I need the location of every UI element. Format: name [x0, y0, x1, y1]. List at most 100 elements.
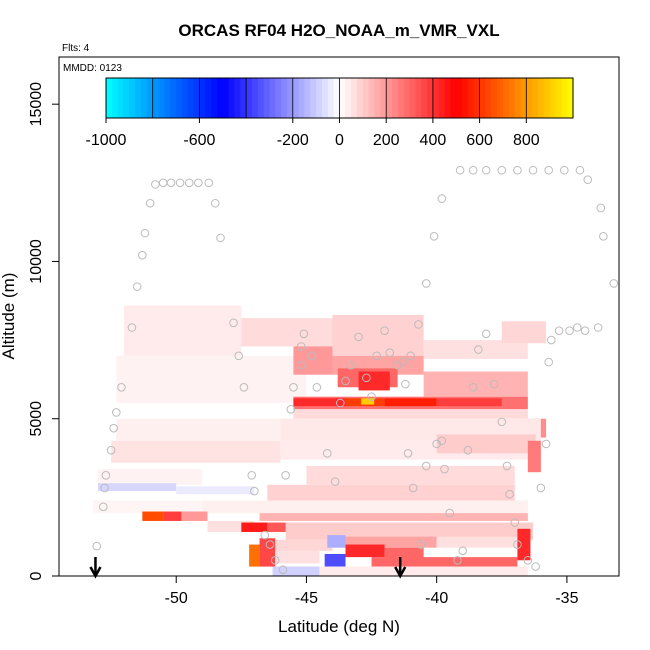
flight-track-point [468, 165, 478, 175]
colorbar-segment [345, 78, 352, 118]
colorbar-tick-label: 200 [373, 132, 400, 149]
flight-track-point [544, 357, 553, 367]
x-axis: -50 -45 -40 -35 [165, 576, 579, 607]
flight-track-point [132, 282, 142, 291]
colorbar-segment [193, 78, 200, 118]
flight-track-point [463, 445, 473, 455]
flight-track-point [536, 483, 546, 493]
flight-track-point [510, 518, 520, 527]
heatmap-cell [293, 409, 528, 419]
colorbar-segment [450, 78, 457, 118]
down-arrow-icon [89, 557, 102, 579]
colorbar-segment [333, 78, 341, 118]
flight-track-point [406, 351, 415, 361]
flight-track-point [474, 345, 483, 354]
heatmap-cell [293, 398, 346, 407]
flight-track-point [437, 436, 447, 446]
colorbar-segment [246, 78, 253, 118]
flight-track-point [541, 439, 551, 449]
colorbar-segment [339, 78, 346, 118]
flight-track-point [286, 404, 296, 414]
colorbar-segment [374, 78, 381, 118]
flight-track-point [458, 546, 468, 556]
flight-track-point [184, 178, 194, 188]
colorbar-segment [263, 78, 271, 118]
flight-track-point [307, 351, 316, 361]
colorbar-tick-label: 600 [466, 132, 493, 149]
flight-track-point [599, 231, 608, 241]
flight-track-point [362, 373, 371, 383]
colorbar-segment [421, 78, 428, 118]
colorbar-tick-label: -1000 [86, 132, 127, 149]
flight-track-point [151, 180, 160, 189]
heatmap-cell [176, 486, 255, 495]
flight-track-point [546, 335, 556, 345]
flight-track-point [398, 357, 408, 367]
colorbar-tick-label: -600 [183, 132, 215, 149]
flight-track-point [416, 540, 426, 549]
flight-track-point [346, 360, 356, 370]
colorbar-segment [158, 78, 165, 118]
colorbar-segment [462, 78, 469, 118]
heatmap-cell [384, 398, 437, 407]
colorbar-segment [117, 78, 125, 118]
heatmap-cell [332, 314, 424, 356]
colorbar-tick-label: 400 [420, 132, 447, 149]
flight-track-point [408, 483, 418, 493]
colorbar-segment [532, 78, 539, 118]
heatmap-cell [327, 535, 346, 548]
flight-track-point [216, 233, 225, 243]
heatmap-cell [324, 553, 346, 567]
colorbar-segment [111, 78, 119, 118]
flight-track-point [296, 342, 306, 351]
colorbar-segment [368, 78, 376, 118]
flight-track-point [299, 329, 309, 339]
flight-track-point [127, 323, 137, 332]
colorbar-segment [456, 78, 463, 118]
flights-label: Flts: 4 [62, 43, 90, 54]
heatmap-cell [272, 566, 320, 576]
heatmap-cell [371, 557, 518, 567]
flight-track-point [455, 165, 465, 175]
heatmap-cell [267, 484, 515, 501]
flight-track-point [403, 449, 413, 458]
heatmap-cell [249, 544, 260, 567]
flight-track-point [138, 250, 147, 260]
flight-track-point [289, 382, 298, 392]
flight-track-point [573, 323, 582, 332]
colorbar-segment [432, 78, 440, 118]
heatmap-cell [358, 371, 390, 391]
heatmap-cell [111, 440, 281, 463]
colorbar-segment [561, 78, 568, 118]
flight-track-point [322, 449, 332, 458]
heatmap-cell [361, 398, 375, 405]
y-axis: 0 5000 10000 15000 [28, 82, 59, 580]
flight-track-point [481, 329, 491, 339]
colorbar-segment [362, 78, 370, 118]
colorbar-segment [170, 78, 177, 118]
flight-track-point [513, 540, 522, 549]
flight-track-point [204, 178, 214, 188]
flight-track-point [247, 471, 257, 480]
colorbar-segment [304, 78, 311, 118]
heatmap-cell [345, 544, 385, 558]
colorbar-segment [520, 78, 527, 118]
heatmap-cell [436, 398, 502, 407]
flight-track-point [106, 445, 116, 455]
colorbar-segment [176, 78, 183, 118]
flight-track-point [380, 326, 389, 335]
plot-area [89, 165, 619, 579]
flight-track-point [92, 541, 102, 551]
colorbar-segment [327, 78, 335, 118]
colorbar-segment [357, 78, 364, 118]
flight-track-point [312, 382, 322, 392]
colorbar-segment [298, 78, 306, 118]
colorbar-segment [491, 78, 498, 118]
heatmap-cell [142, 511, 164, 521]
flight-track-point [101, 471, 111, 480]
colorbar-segment [537, 78, 545, 118]
flight-track-point [336, 398, 345, 408]
flight-track-point [117, 382, 126, 392]
colorbar-segment [316, 78, 323, 118]
